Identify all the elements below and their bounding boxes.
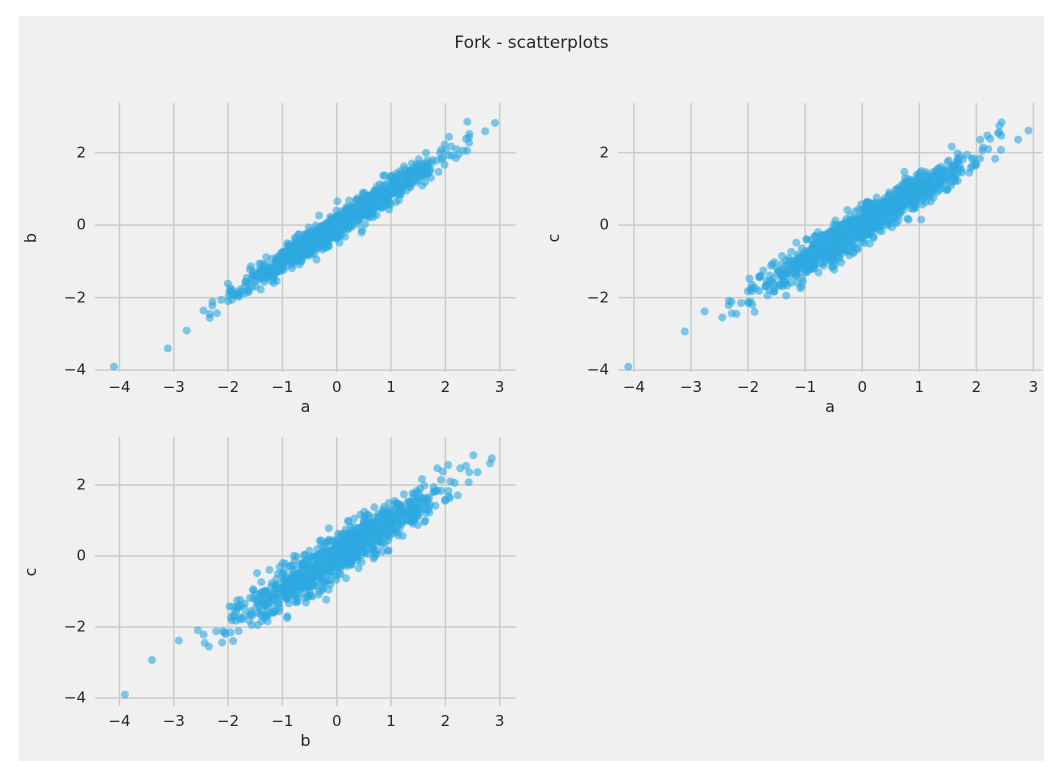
y-tick-label: −2 [63,288,86,307]
subplot-c-vs-a: −4 −3 −2 −1 0 1 2 3 −4 −2 0 2 a c [544,103,1042,416]
x-tick-label: −3 [162,712,185,730]
x-tick-label: −3 [162,378,185,396]
plot-area-c-vs-b: −4 −3 −2 −1 0 1 2 3 −4 −2 0 2 b c [21,437,516,750]
x-tick-label: 0 [331,378,342,396]
y-tick-label: 2 [76,475,86,494]
y-tick-label: 0 [76,215,86,234]
y-tick-label: 0 [599,215,609,234]
subplot-c-vs-b: −4 −3 −2 −1 0 1 2 3 −4 −2 0 2 b c [21,437,516,750]
x-tick-label: 3 [1028,378,1039,396]
x-tick-label: 1 [914,378,925,396]
x-tick-label: −1 [794,378,817,396]
scatter-canvas [95,103,516,372]
x-tick-label: 0 [857,378,868,396]
y-axis-label: b [21,232,40,243]
x-tick-label: −2 [217,712,240,730]
x-tick-label: 2 [440,712,451,730]
y-tick-label: −2 [63,617,86,636]
x-tick-label: −1 [271,712,294,730]
y-tick-label: 0 [76,546,86,565]
scatter-canvas [618,103,1042,372]
y-axis-label: c [544,233,563,242]
figure-title: Fork - scatterplots [454,33,609,53]
x-tick-label: 1 [386,712,396,730]
y-axis-label: c [21,567,40,576]
scatter-points [110,117,499,371]
y-tick-label: −4 [586,360,609,379]
x-tick-label: −4 [622,378,646,396]
x-tick-label: −2 [217,378,240,396]
x-tick-label: 2 [971,378,982,396]
y-tick-label: −2 [586,288,609,307]
y-tick-label: 2 [599,143,609,162]
x-tick-label: −4 [108,378,131,396]
x-tick-label: 0 [331,712,342,730]
figure-canvas: Fork - scatterplots −4 −3 −2 −1 0 1 2 3 −4 −2 0 2 a b… [19,16,1044,761]
x-axis-label: a [825,397,835,416]
x-tick-label: 1 [386,378,396,396]
x-tick-label: −4 [108,712,131,730]
y-tick-label: 2 [76,143,86,162]
x-tick-label: −2 [737,378,760,396]
x-axis-label: a [300,397,311,416]
x-tick-label: 2 [440,378,451,396]
y-tick-label: −4 [63,360,86,379]
x-tick-label: −1 [271,378,294,396]
plot-area-b-vs-a: −4 −3 −2 −1 0 1 2 3 −4 −2 0 2 a b [21,103,516,416]
y-tick-label: −4 [63,688,86,707]
x-axis-label: b [300,731,311,750]
x-tick-label: 3 [494,712,505,730]
scatter-points [624,118,1033,371]
scatter-points [120,451,496,699]
scatter-canvas [95,437,516,706]
x-tick-label: −3 [679,378,703,396]
plot-area-c-vs-a: −4 −3 −2 −1 0 1 2 3 −4 −2 0 2 a c [544,103,1042,416]
x-tick-label: 3 [494,378,505,396]
subplot-b-vs-a: −4 −3 −2 −1 0 1 2 3 −4 −2 0 2 a b [21,103,516,416]
